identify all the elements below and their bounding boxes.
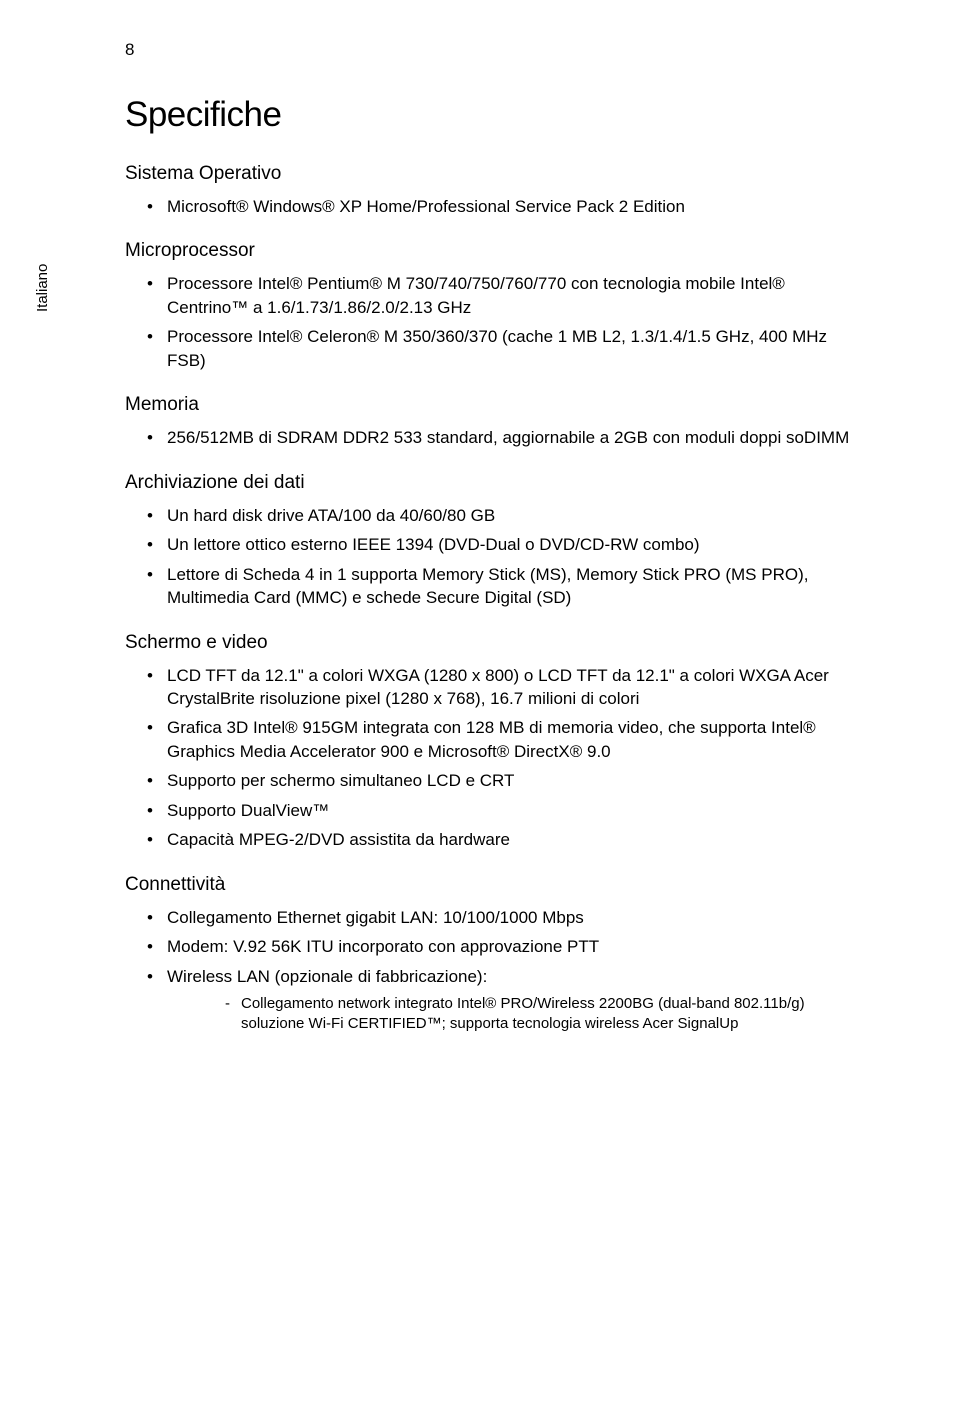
- bullet-list: 256/512MB di SDRAM DDR2 533 standard, ag…: [125, 426, 865, 449]
- list-item-text: Wireless LAN (opzionale di fabbricazione…: [167, 967, 487, 986]
- list-item: Processore Intel® Celeron® M 350/360/370…: [125, 325, 865, 372]
- list-item-text: Collegamento Ethernet gigabit LAN: 10/10…: [167, 908, 584, 927]
- sub-list-item: Collegamento network integrato Intel® PR…: [167, 994, 865, 1035]
- list-item-text: Lettore di Scheda 4 in 1 supporta Memory…: [167, 565, 808, 607]
- page-number: 8: [125, 40, 134, 60]
- bullet-list: Un hard disk drive ATA/100 da 40/60/80 G…: [125, 504, 865, 610]
- list-item-text: Capacità MPEG-2/DVD assistita da hardwar…: [167, 830, 510, 849]
- list-item-text: Modem: V.92 56K ITU incorporato con appr…: [167, 937, 599, 956]
- section-heading: Connettività: [125, 874, 865, 896]
- list-item: Un hard disk drive ATA/100 da 40/60/80 G…: [125, 504, 865, 527]
- language-label: Italiano: [34, 264, 51, 312]
- list-item: Lettore di Scheda 4 in 1 supporta Memory…: [125, 563, 865, 610]
- list-item: Collegamento Ethernet gigabit LAN: 10/10…: [125, 906, 865, 929]
- list-item-text: LCD TFT da 12.1" a colori WXGA (1280 x 8…: [167, 666, 829, 708]
- list-item: Wireless LAN (opzionale di fabbricazione…: [125, 965, 865, 1035]
- list-item-text: Supporto per schermo simultaneo LCD e CR…: [167, 771, 514, 790]
- list-item: Grafica 3D Intel® 915GM integrata con 12…: [125, 716, 865, 763]
- section-heading: Sistema Operativo: [125, 163, 865, 185]
- list-item: Supporto per schermo simultaneo LCD e CR…: [125, 769, 865, 792]
- section-heading: Memoria: [125, 394, 865, 416]
- section-heading: Microprocessor: [125, 240, 865, 262]
- list-item-text: Un lettore ottico esterno IEEE 1394 (DVD…: [167, 535, 700, 554]
- bullet-list: Microsoft® Windows® XP Home/Professional…: [125, 195, 865, 218]
- list-item: LCD TFT da 12.1" a colori WXGA (1280 x 8…: [125, 664, 865, 711]
- bullet-list: Processore Intel® Pentium® M 730/740/750…: [125, 272, 865, 372]
- list-item-text: Grafica 3D Intel® 915GM integrata con 12…: [167, 718, 816, 760]
- sub-list: Collegamento network integrato Intel® PR…: [167, 994, 865, 1035]
- list-item: Modem: V.92 56K ITU incorporato con appr…: [125, 935, 865, 958]
- list-item: Supporto DualView™: [125, 799, 865, 822]
- list-item-text: Processore Intel® Pentium® M 730/740/750…: [167, 274, 785, 316]
- list-item: Processore Intel® Pentium® M 730/740/750…: [125, 272, 865, 319]
- list-item-text: 256/512MB di SDRAM DDR2 533 standard, ag…: [167, 428, 849, 447]
- bullet-list: Collegamento Ethernet gigabit LAN: 10/10…: [125, 906, 865, 1035]
- list-item: Microsoft® Windows® XP Home/Professional…: [125, 195, 865, 218]
- list-item-text: Un hard disk drive ATA/100 da 40/60/80 G…: [167, 506, 495, 525]
- page-title: Specifiche: [125, 95, 865, 135]
- list-item: Un lettore ottico esterno IEEE 1394 (DVD…: [125, 533, 865, 556]
- section-heading: Schermo e video: [125, 632, 865, 654]
- list-item: 256/512MB di SDRAM DDR2 533 standard, ag…: [125, 426, 865, 449]
- list-item-text: Microsoft® Windows® XP Home/Professional…: [167, 197, 685, 216]
- list-item: Capacità MPEG-2/DVD assistita da hardwar…: [125, 828, 865, 851]
- list-item-text: Supporto DualView™: [167, 801, 329, 820]
- list-item-text: Processore Intel® Celeron® M 350/360/370…: [167, 327, 827, 369]
- bullet-list: LCD TFT da 12.1" a colori WXGA (1280 x 8…: [125, 664, 865, 852]
- section-heading: Archiviazione dei dati: [125, 472, 865, 494]
